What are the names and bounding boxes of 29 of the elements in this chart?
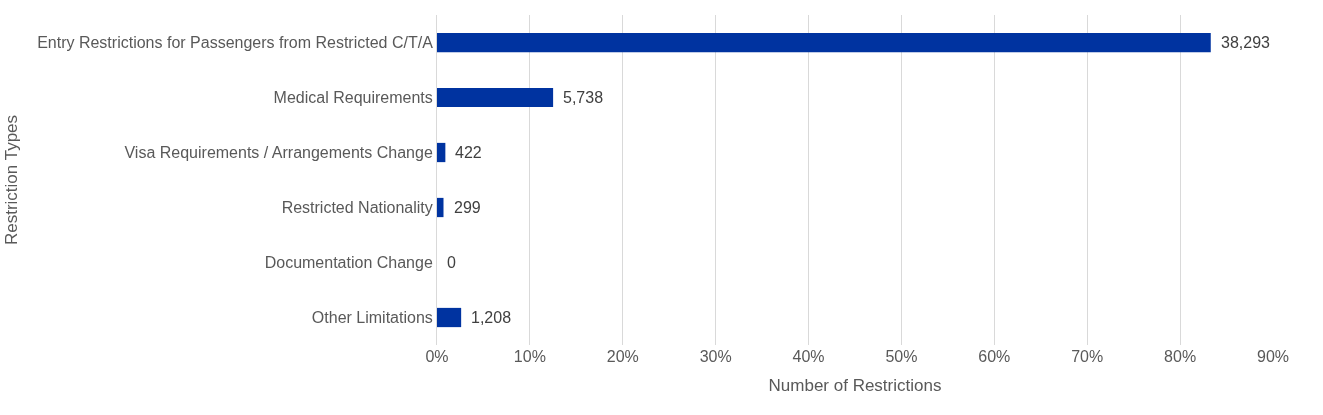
- x-tick-label: 50%: [885, 348, 918, 365]
- y-tick-label: Documentation Change: [264, 254, 433, 272]
- x-tick-label: 10%: [513, 348, 546, 365]
- x-tick-label: 30%: [699, 348, 732, 365]
- annotation: 5,738: [563, 89, 604, 106]
- y-tick-label: Entry Restrictions for Passengers from Restricted C/T/A: [37, 34, 434, 52]
- bar: [437, 87, 554, 108]
- annotation: 299: [454, 199, 481, 216]
- x-tick-label: 80%: [1164, 348, 1197, 365]
- x-tick-label: 70%: [1071, 348, 1104, 365]
- annotation: 0: [447, 254, 456, 271]
- y-axis-title: Restriction Types: [1, 114, 21, 246]
- bar: [437, 32, 1211, 53]
- y-tick-label: Restricted Nationality: [281, 199, 433, 217]
- x-tick-label: 40%: [792, 348, 825, 365]
- x-tick-label: 0%: [425, 348, 449, 365]
- bar: [437, 307, 462, 328]
- x-tick-label: 20%: [606, 348, 639, 365]
- annotation: 422: [455, 144, 482, 161]
- bar: [437, 142, 446, 163]
- annotation: 1,208: [471, 309, 512, 326]
- annotation: 38,293: [1221, 34, 1271, 51]
- y-tick-label: Visa Requirements / Arrangements Change: [124, 144, 433, 162]
- x-tick-label: 60%: [978, 348, 1011, 365]
- bar: [437, 197, 444, 218]
- y-tick-label: Other Limitations: [311, 309, 433, 327]
- x-tick-label: 90%: [1256, 348, 1290, 365]
- y-tick-label: Medical Requirements: [273, 89, 433, 107]
- x-axis-title: Number of Restrictions: [768, 376, 942, 396]
